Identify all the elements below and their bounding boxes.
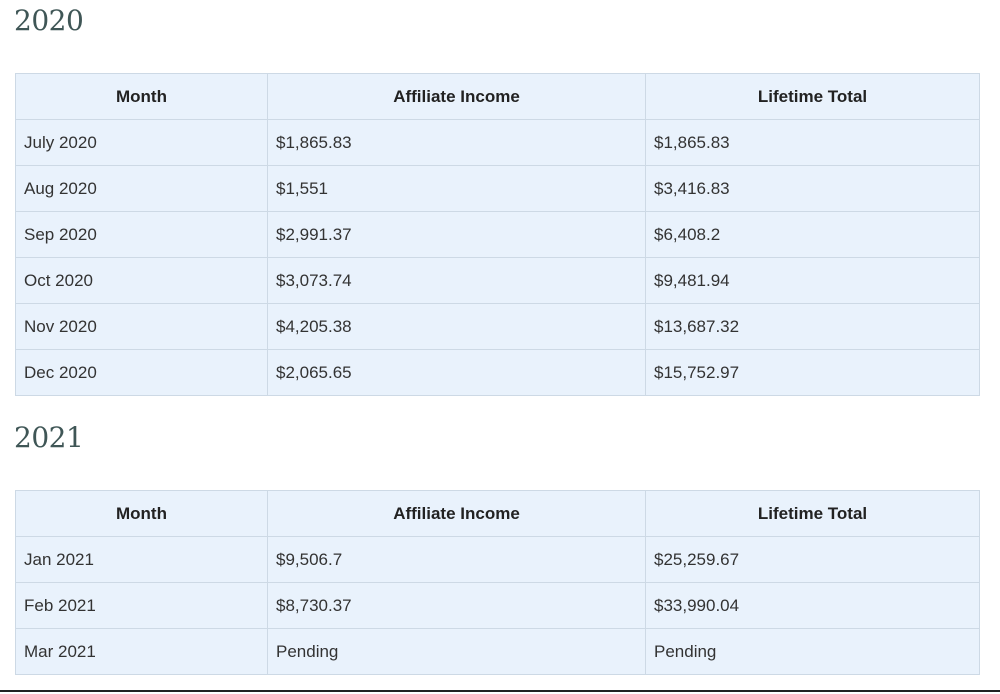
- table-cell: $1,551: [267, 165, 646, 212]
- table-cell: Pending: [645, 628, 980, 675]
- section-heading: 2021: [14, 421, 84, 454]
- table-head: Month Affiliate Income Lifetime Total: [15, 490, 980, 537]
- table-cell: Feb 2021: [15, 582, 268, 629]
- column-header: Affiliate Income: [267, 490, 646, 537]
- table-cell: $6,408.2: [645, 211, 980, 258]
- table-cell: $9,506.7: [267, 536, 646, 583]
- table-cell: $3,073.74: [267, 257, 646, 304]
- table-cell: $2,065.65: [267, 349, 646, 396]
- table-cell: Oct 2020: [15, 257, 268, 304]
- column-header: Month: [15, 490, 268, 537]
- table-cell: Aug 2020: [15, 165, 268, 212]
- table-cell: $13,687.32: [645, 303, 980, 350]
- table-cell: July 2020: [15, 119, 268, 166]
- section-heading: 2020: [14, 4, 84, 37]
- data-table: Month Affiliate Income Lifetime Total July …: [15, 73, 980, 396]
- table-cell: Nov 2020: [15, 303, 268, 350]
- table-body: July 2020 $1,865.83 $1,865.83 Aug 2020 $1,55…: [15, 119, 980, 396]
- table-cell: Dec 2020: [15, 349, 268, 396]
- table-row: Dec 2020 $2,065.65 $15,752.97: [15, 349, 980, 396]
- table-cell: $15,752.97: [645, 349, 980, 396]
- table-cell: $2,991.37: [267, 211, 646, 258]
- table-cell: $9,481.94: [645, 257, 980, 304]
- table-body: Jan 2021 $9,506.7 $25,259.67 Feb 2021 $8,730…: [15, 536, 980, 675]
- table-row: Feb 2021 $8,730.37 $33,990.04: [15, 582, 980, 629]
- table-head: Month Affiliate Income Lifetime Total: [15, 73, 980, 120]
- header-row: Month Affiliate Income Lifetime Total: [15, 490, 980, 537]
- table-cell: $1,865.83: [645, 119, 980, 166]
- table-row: Aug 2020 $1,551 $3,416.83: [15, 165, 980, 212]
- table-row: July 2020 $1,865.83 $1,865.83: [15, 119, 980, 166]
- table-row: Jan 2021 $9,506.7 $25,259.67: [15, 536, 980, 583]
- table-cell: Jan 2021: [15, 536, 268, 583]
- table-cell: Mar 2021: [15, 628, 268, 675]
- data-table: Month Affiliate Income Lifetime Total Jan 2…: [15, 490, 980, 675]
- column-header: Lifetime Total: [645, 490, 980, 537]
- header-row: Month Affiliate Income Lifetime Total: [15, 73, 980, 120]
- table-cell: $33,990.04: [645, 582, 980, 629]
- table-row: Sep 2020 $2,991.37 $6,408.2: [15, 211, 980, 258]
- table-cell: Sep 2020: [15, 211, 268, 258]
- table-cell: $8,730.37: [267, 582, 646, 629]
- divider: [0, 690, 1000, 692]
- table-row: Oct 2020 $3,073.74 $9,481.94: [15, 257, 980, 304]
- column-header: Lifetime Total: [645, 73, 980, 120]
- column-header: Month: [15, 73, 268, 120]
- table-cell: $3,416.83: [645, 165, 980, 212]
- table-cell: $4,205.38: [267, 303, 646, 350]
- table-cell: Pending: [267, 628, 646, 675]
- column-header: Affiliate Income: [267, 73, 646, 120]
- table-cell: $25,259.67: [645, 536, 980, 583]
- table-row: Mar 2021 Pending Pending: [15, 628, 980, 675]
- table-row: Nov 2020 $4,205.38 $13,687.32: [15, 303, 980, 350]
- table-cell: $1,865.83: [267, 119, 646, 166]
